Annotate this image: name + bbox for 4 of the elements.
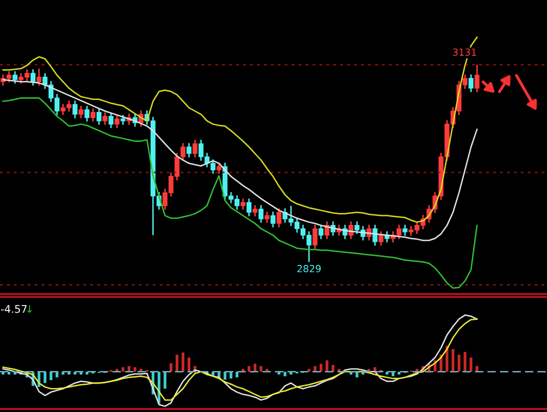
annotation: 2829 [297, 264, 321, 272]
text: ↓ [27, 305, 32, 313]
text: -4.57 [1, 305, 27, 313]
annotation: 3131 [453, 48, 476, 56]
